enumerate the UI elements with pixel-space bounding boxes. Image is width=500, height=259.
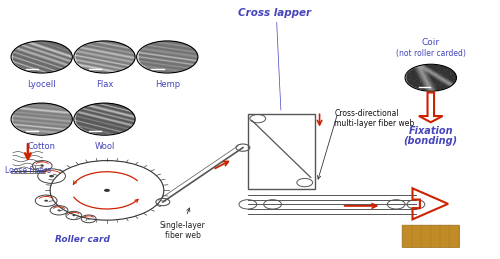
Circle shape <box>72 215 76 216</box>
Text: Cross-directional
multi-layer fiber web: Cross-directional multi-layer fiber web <box>334 109 414 128</box>
Circle shape <box>136 41 198 73</box>
Circle shape <box>58 210 60 211</box>
Circle shape <box>49 175 54 177</box>
Text: Roller card: Roller card <box>55 235 110 244</box>
Bar <box>402 225 459 247</box>
Text: Single-layer
fiber web: Single-layer fiber web <box>160 221 206 240</box>
Text: Wool: Wool <box>94 142 114 151</box>
Circle shape <box>11 103 72 135</box>
Text: Lyocell: Lyocell <box>28 80 56 89</box>
Circle shape <box>74 103 135 135</box>
Text: Cross lapper: Cross lapper <box>238 8 312 18</box>
Circle shape <box>40 165 44 167</box>
Circle shape <box>44 200 48 202</box>
Circle shape <box>74 41 135 73</box>
Text: Hemp: Hemp <box>154 80 180 89</box>
Bar <box>248 114 314 189</box>
Circle shape <box>11 41 72 73</box>
Text: Coir: Coir <box>422 38 440 47</box>
Text: Fixation: Fixation <box>408 126 453 136</box>
Circle shape <box>88 218 90 220</box>
Text: Cotton: Cotton <box>28 142 56 151</box>
Text: Flax: Flax <box>96 80 113 89</box>
Text: (bonding): (bonding) <box>404 136 458 147</box>
Circle shape <box>405 64 456 91</box>
Circle shape <box>104 189 110 192</box>
Text: (not roller carded): (not roller carded) <box>396 49 466 58</box>
Text: Loose fibers: Loose fibers <box>5 166 51 175</box>
